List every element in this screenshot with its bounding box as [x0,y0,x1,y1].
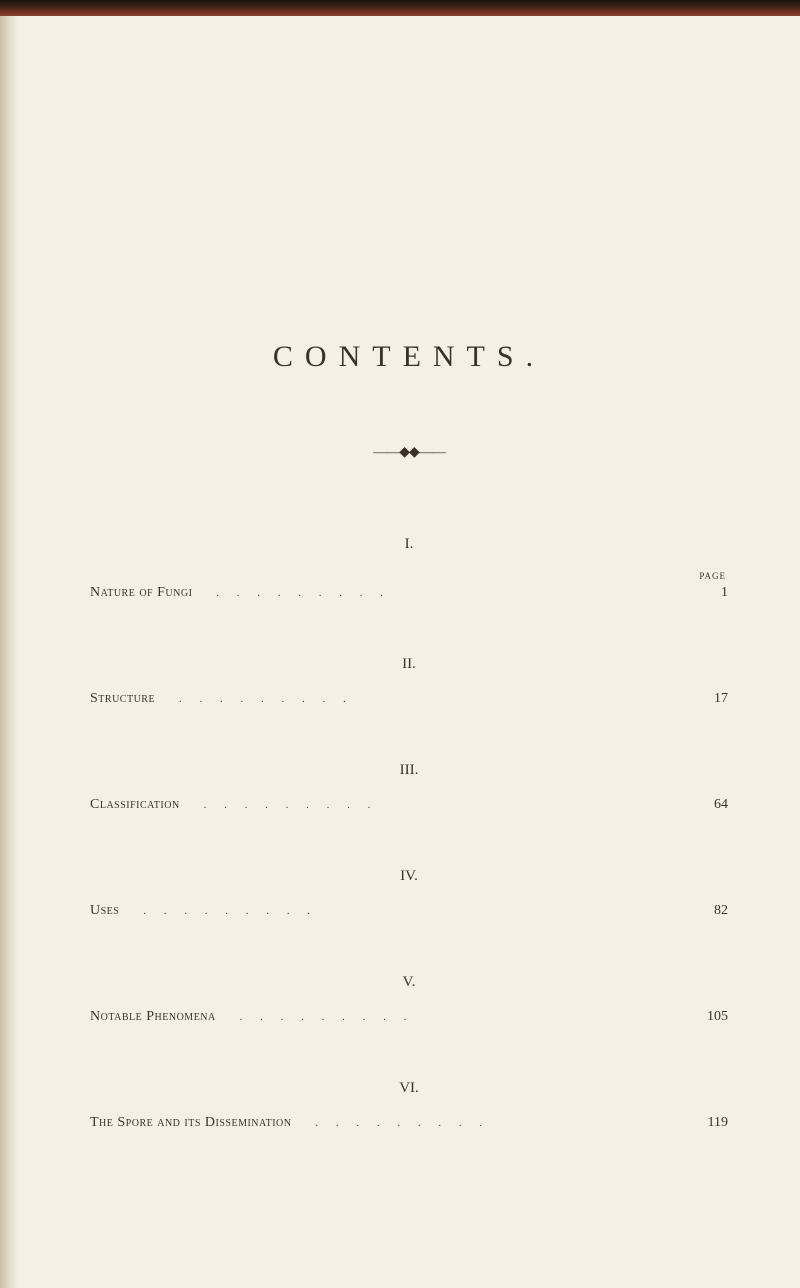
toc-entry: Uses ......... 82 [90,903,728,919]
toc-section: V. Notable Phenomena ......... 105 [90,974,728,1025]
toc-section: I. PAGE Nature of Fungi ......... 1 [90,536,728,601]
leader-dots: ......... [119,906,692,917]
roman-numeral: III. [90,762,728,779]
roman-numeral: V. [90,974,728,991]
contents-title: CONTENTS. [90,340,728,374]
toc-entry: The Spore and its Dissemination ........… [90,1115,728,1131]
leader-dots: ......... [216,1012,692,1023]
toc-entry-name: Structure [90,691,155,707]
toc-entry: Notable Phenomena ......... 105 [90,1009,728,1025]
toc-page-number: 64 [692,797,728,813]
roman-numeral: II. [90,656,728,673]
toc-entry-name: Notable Phenomena [90,1009,216,1025]
toc-entry-name: Classification [90,797,180,813]
toc-page-number: 17 [692,691,728,707]
ornament-divider: ——◆◆—— [90,444,728,461]
toc-entry: Structure ......... 17 [90,691,728,707]
roman-numeral: IV. [90,868,728,885]
toc-entry-name: Nature of Fungi [90,585,192,601]
toc-section: II. Structure ......... 17 [90,656,728,707]
toc-page-number: 105 [692,1009,728,1025]
leader-dots: ......... [292,1118,692,1129]
toc-section: IV. Uses ......... 82 [90,868,728,919]
page-label: PAGE [90,571,726,581]
toc-page-number: 82 [692,903,728,919]
roman-numeral: VI. [90,1080,728,1097]
toc-entry-name: Uses [90,903,119,919]
leader-dots: ......... [192,588,692,599]
leader-dots: ......... [155,694,692,705]
toc-section: III. Classification ......... 64 [90,762,728,813]
toc-entry-name: The Spore and its Dissemination [90,1115,292,1131]
toc-page-number: 1 [692,585,728,601]
toc-section: VI. The Spore and its Dissemination ....… [90,1080,728,1131]
toc-entry: Classification ......... 64 [90,797,728,813]
leader-dots: ......... [180,800,692,811]
toc-entry: Nature of Fungi ......... 1 [90,585,728,601]
roman-numeral: I. [90,536,728,553]
page-content: CONTENTS. ——◆◆—— I. PAGE Nature of Fungi… [0,0,800,1186]
toc-page-number: 119 [692,1115,728,1131]
